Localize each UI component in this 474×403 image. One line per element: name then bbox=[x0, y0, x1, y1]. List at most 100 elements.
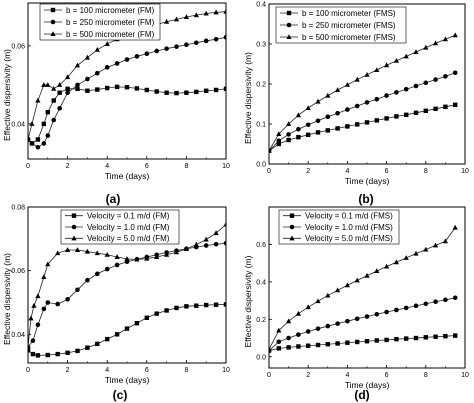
data-point-circle bbox=[174, 44, 179, 49]
legend-entry: Velocity = 5.0 m/d (FMS) bbox=[305, 234, 393, 243]
data-point-circle bbox=[315, 326, 321, 331]
y-axis-label: Effective dispersivity (m) bbox=[2, 49, 12, 141]
data-point-circle bbox=[413, 83, 419, 89]
data-point-circle bbox=[286, 335, 291, 341]
data-point-circle bbox=[325, 323, 331, 329]
data-point-square bbox=[174, 305, 179, 311]
data-point-triangle bbox=[144, 255, 150, 261]
legend-entry: Velocity = 0.1 m/d (FM) bbox=[87, 211, 170, 220]
data-point-circle bbox=[213, 36, 219, 42]
data-point-circle bbox=[71, 224, 77, 230]
data-point-triangle bbox=[134, 256, 140, 262]
data-point-circle bbox=[443, 74, 448, 79]
data-point-triangle bbox=[433, 40, 439, 46]
data-point-square bbox=[144, 315, 149, 320]
data-point-circle bbox=[433, 77, 438, 82]
data-point-square bbox=[184, 304, 189, 309]
data-point-square bbox=[374, 338, 379, 343]
data-point-triangle bbox=[124, 256, 130, 261]
data-point-circle bbox=[443, 297, 448, 303]
data-point-square bbox=[35, 353, 41, 358]
data-point-circle bbox=[114, 61, 120, 66]
y-tick-label: 0.0 bbox=[256, 354, 266, 361]
data-point-circle bbox=[45, 133, 51, 138]
data-point-square bbox=[394, 114, 399, 119]
data-point-square bbox=[85, 345, 90, 350]
data-point-triangle bbox=[276, 131, 282, 136]
data-point-square bbox=[105, 336, 110, 342]
data-point-square bbox=[194, 303, 199, 308]
data-point-circle bbox=[403, 305, 409, 311]
y-tick-label: 0.2 bbox=[256, 317, 266, 324]
data-point-circle bbox=[41, 306, 47, 312]
data-point-circle bbox=[286, 132, 291, 137]
y-tick-label: 0.3 bbox=[256, 42, 266, 49]
data-point-square bbox=[134, 86, 140, 91]
data-point-triangle bbox=[433, 242, 439, 248]
data-point-triangle bbox=[35, 293, 41, 299]
series-group bbox=[269, 32, 458, 154]
x-tick-label: 2 bbox=[66, 163, 70, 170]
data-point-square bbox=[75, 86, 80, 91]
data-point-circle bbox=[144, 51, 150, 56]
data-point-triangle bbox=[325, 292, 331, 298]
data-point-square bbox=[423, 335, 428, 340]
x-tick-label: 8 bbox=[424, 372, 428, 379]
x-tick-label: 10 bbox=[222, 367, 230, 374]
legend-entry: b = 500 micrometer (FM) bbox=[66, 30, 155, 39]
data-point-square bbox=[413, 335, 419, 341]
data-point-square bbox=[276, 346, 281, 351]
data-point-triangle bbox=[104, 251, 110, 257]
data-point-triangle bbox=[50, 31, 56, 36]
x-tick-label: 2 bbox=[306, 168, 310, 175]
chart-panel-b: 0 2 4 6 8 10 0.0 0.1 0.2 0.3 0.4 Time (days) Effecti… bbox=[243, 2, 469, 207]
data-point-square bbox=[315, 130, 321, 135]
series-line-3 bbox=[28, 224, 226, 348]
data-point-circle bbox=[315, 118, 321, 124]
chart-panel-a: 0 2 4 6 8 10 0.04 0.06 Time (days) Effective disp… bbox=[2, 2, 230, 206]
data-point-triangle bbox=[55, 250, 61, 256]
data-point-square bbox=[306, 132, 311, 137]
series-group bbox=[28, 8, 226, 150]
data-point-square bbox=[134, 321, 140, 326]
data-point-triangle bbox=[29, 121, 35, 126]
data-point-circle bbox=[50, 19, 56, 25]
data-point-triangle bbox=[269, 148, 272, 153]
x-tick-label: 6 bbox=[385, 372, 389, 379]
y-axis-label: Effective dispersivity (m) bbox=[243, 52, 253, 144]
series-line-2 bbox=[269, 297, 456, 351]
data-point-triangle bbox=[423, 44, 429, 50]
data-point-square bbox=[384, 116, 389, 121]
data-point-triangle bbox=[193, 241, 199, 247]
data-point-triangle bbox=[173, 249, 180, 255]
data-point-square bbox=[30, 351, 36, 357]
data-point-circle bbox=[75, 287, 80, 293]
data-point-triangle bbox=[295, 310, 301, 316]
data-point-triangle bbox=[403, 53, 409, 59]
data-point-circle bbox=[394, 90, 399, 95]
data-point-triangle bbox=[269, 346, 272, 352]
y-tick-label: 0.6 bbox=[256, 242, 266, 249]
data-point-triangle bbox=[452, 224, 458, 230]
data-point-square bbox=[114, 332, 120, 337]
data-point-triangle bbox=[164, 251, 170, 257]
data-point-square bbox=[453, 102, 458, 107]
data-point-square bbox=[289, 213, 295, 218]
data-point-triangle bbox=[164, 18, 170, 24]
data-point-square bbox=[335, 341, 340, 346]
data-point-triangle bbox=[94, 250, 100, 256]
data-point-triangle bbox=[374, 268, 380, 274]
data-point-square bbox=[95, 87, 100, 92]
x-tick-label: 6 bbox=[385, 168, 389, 175]
y-tick-label: 0.4 bbox=[256, 279, 266, 286]
data-point-triangle bbox=[315, 298, 321, 304]
data-point-triangle bbox=[452, 32, 458, 38]
legend: b = 100 micrometer (FM) b = 250 micromete… bbox=[39, 3, 161, 41]
data-point-triangle bbox=[374, 67, 380, 72]
data-point-circle bbox=[345, 318, 350, 324]
data-point-circle bbox=[184, 42, 189, 48]
data-point-circle bbox=[452, 295, 458, 301]
panel-label: (d) bbox=[354, 388, 369, 402]
data-point-square bbox=[413, 110, 419, 115]
data-point-circle bbox=[51, 117, 57, 123]
